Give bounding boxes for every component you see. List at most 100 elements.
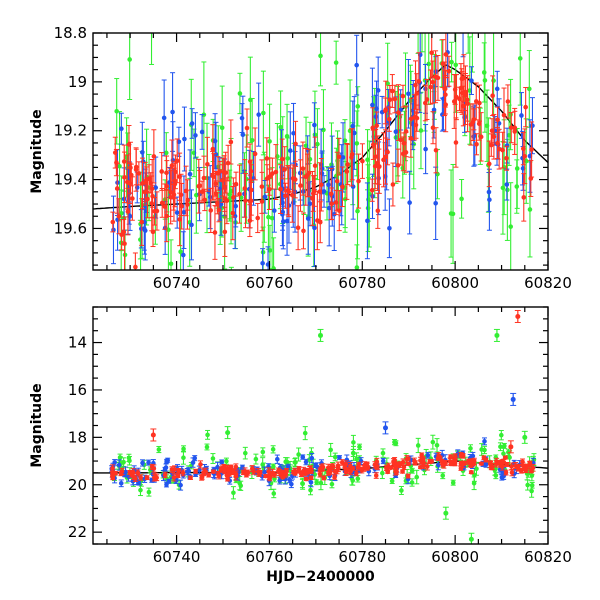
data-point [218,467,224,473]
data-point [405,473,411,479]
data-point [430,79,436,85]
data-point [116,462,122,468]
data-point [345,162,350,167]
data-point [285,156,291,161]
data-point [271,464,276,469]
data-point [215,171,221,176]
data-point [490,464,495,469]
data-point [426,61,432,67]
data-point [461,103,466,109]
data-point [164,183,170,189]
data-point [326,205,332,211]
data-point [308,487,313,493]
data-point [349,155,354,160]
data-point [116,213,122,219]
data-point [407,200,412,205]
plot-area [93,309,548,544]
data-point [205,432,210,438]
data-point [125,209,131,214]
data-series [110,33,535,290]
data-point [433,147,439,153]
data-point [349,476,355,481]
data-point [430,439,436,445]
data-point [163,150,169,156]
data-point [138,383,143,388]
data-point [387,97,393,103]
data-point [262,469,267,475]
data-point [355,476,361,481]
data-point [212,230,218,235]
data-point [239,115,245,121]
data-point [500,147,505,153]
data-point [502,443,507,449]
data-point [370,142,376,148]
data-point [240,132,246,138]
data-point [255,215,261,221]
data-point [279,156,285,162]
data-point [222,229,228,235]
data-point [229,286,234,291]
data-point [293,141,298,147]
data-point [159,200,165,206]
data-point [362,462,367,468]
data-point [440,112,445,117]
data-point [409,480,415,485]
y-tick-label: 19 [68,73,87,91]
data-point [523,467,529,473]
data-point [360,158,365,164]
data-point [440,473,446,478]
x-tick-label: 60760 [246,274,294,292]
data-point [139,219,145,225]
data-point [150,193,155,199]
data-point [520,463,526,469]
data-point [482,439,487,444]
data-point [392,96,398,102]
data-point [125,179,130,185]
data-point [355,208,360,214]
data-point [318,480,324,486]
data-point [395,163,401,168]
data-point [340,184,345,190]
data-point [207,194,213,200]
data-point [154,208,160,214]
data-point [501,451,506,456]
y-axis-label: Magnitude [29,383,45,467]
data-point [508,444,514,450]
data-point [283,193,288,199]
data-point [199,189,205,195]
data-point [133,476,138,482]
data-point [392,439,397,445]
data-point [216,207,222,213]
data-point [519,113,524,118]
data-point [308,475,314,481]
x-axis-label: HJD−2400000 [266,569,375,585]
data-point [118,481,124,486]
data-point [460,462,466,467]
data-point [495,117,500,123]
data-point [365,218,370,224]
data-point [380,450,386,456]
data-point [193,469,198,474]
data-point [173,169,178,175]
data-point [491,134,497,140]
data-point [504,182,510,187]
data-point [146,460,151,465]
x-tick-label: 60780 [338,274,386,292]
data-point [231,195,236,200]
data-point [509,470,515,475]
data-point [252,151,258,157]
data-point [344,169,350,174]
data-point [289,192,295,198]
data-point [228,285,233,290]
data-point [199,475,204,481]
data-point [199,129,205,135]
data-point [471,480,477,486]
data-point [289,481,294,487]
data-point [420,18,425,23]
data-point [128,165,133,171]
data-point [151,154,157,159]
data-point [529,483,535,488]
data-point [282,167,287,172]
data-point [225,160,231,166]
data-point [400,469,405,474]
